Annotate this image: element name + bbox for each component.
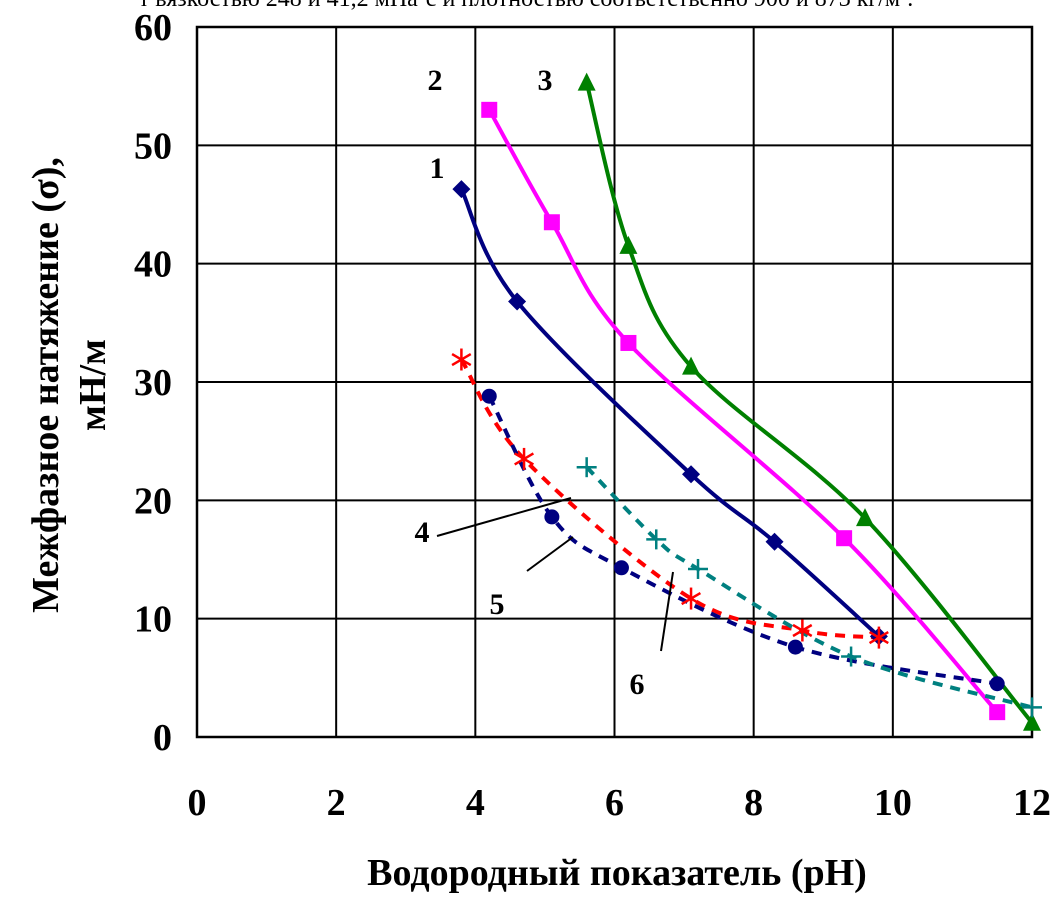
callouts-group (436, 497, 674, 652)
callout-line-4 (436, 497, 572, 537)
series-line-2 (487, 108, 999, 714)
point-s2-1 (481, 101, 498, 118)
x-tick-8: 8 (744, 782, 763, 824)
y-tick-60: 60 (134, 7, 172, 49)
point-s3-3 (682, 356, 701, 375)
point-s2-3 (620, 334, 637, 351)
point-s3-4 (856, 508, 874, 527)
point-s5-5 (989, 676, 1005, 692)
x-tick-6: 6 (605, 782, 624, 824)
curve-label-4: 4 (415, 516, 430, 549)
curve-label-1: 1 (430, 152, 445, 185)
x-tick-12: 12 (1013, 782, 1051, 824)
point-s1-4 (765, 532, 784, 551)
curve-label-3: 3 (538, 64, 553, 97)
y-tick-20: 20 (134, 480, 172, 522)
y-tick-30: 30 (134, 362, 172, 404)
point-s6-5 (1022, 697, 1042, 718)
curve-label-5: 5 (490, 588, 505, 621)
x-tick-4: 4 (466, 782, 485, 824)
point-s4-2 (514, 447, 535, 470)
x-tick-0: 0 (188, 782, 207, 824)
series-line-6 (585, 465, 1033, 710)
y-tick-10: 10 (134, 599, 172, 641)
grid (195, 25, 1034, 739)
point-s5-1 (481, 388, 497, 404)
x-tick-10: 10 (874, 782, 912, 824)
point-s6-3 (688, 558, 708, 579)
point-s5-4 (787, 639, 803, 655)
callout-line-5 (526, 536, 574, 572)
point-s1-1 (452, 180, 471, 199)
callout-line-6 (660, 571, 674, 652)
point-s4-4 (792, 619, 813, 642)
caption-text: т вязкостью 248 и 41,2 мПа·с и плотность… (0, 0, 1052, 26)
markers-group (451, 72, 1042, 731)
y-tick-40: 40 (134, 244, 172, 286)
point-s3-2 (619, 235, 638, 254)
series-line-3 (584, 82, 1034, 725)
point-s2-5 (989, 704, 1006, 721)
plot-frame (195, 25, 1034, 739)
curve-label-6: 6 (630, 668, 645, 701)
y-axis-label-line2: мН/м (72, 339, 114, 431)
point-s6-1 (576, 457, 597, 478)
point-s2-2 (543, 214, 560, 231)
point-s4-1 (451, 348, 472, 371)
y-axis-label-line1: Межфазное натяжение (σ), (25, 157, 67, 613)
curve-label-2: 2 (428, 64, 443, 97)
y-tick-50: 50 (134, 125, 172, 167)
point-s5-2 (544, 509, 560, 525)
x-axis-label: Водородный показатель (рН) (367, 852, 867, 894)
y-tick-0: 0 (153, 717, 172, 759)
series-group (459, 82, 1034, 725)
point-s6-2 (646, 529, 667, 550)
point-s1-2 (508, 292, 527, 311)
point-s3-5 (1023, 712, 1041, 731)
point-s2-4 (836, 530, 853, 547)
x-tick-2: 2 (327, 782, 346, 824)
series-line-1 (459, 188, 881, 638)
point-s1-3 (682, 465, 701, 484)
point-s4-5 (868, 626, 889, 649)
series-line-5 (487, 395, 998, 686)
point-s3-1 (577, 72, 596, 91)
point-s5-3 (613, 560, 629, 576)
point-s6-4 (841, 646, 862, 667)
point-s4-3 (681, 587, 702, 610)
